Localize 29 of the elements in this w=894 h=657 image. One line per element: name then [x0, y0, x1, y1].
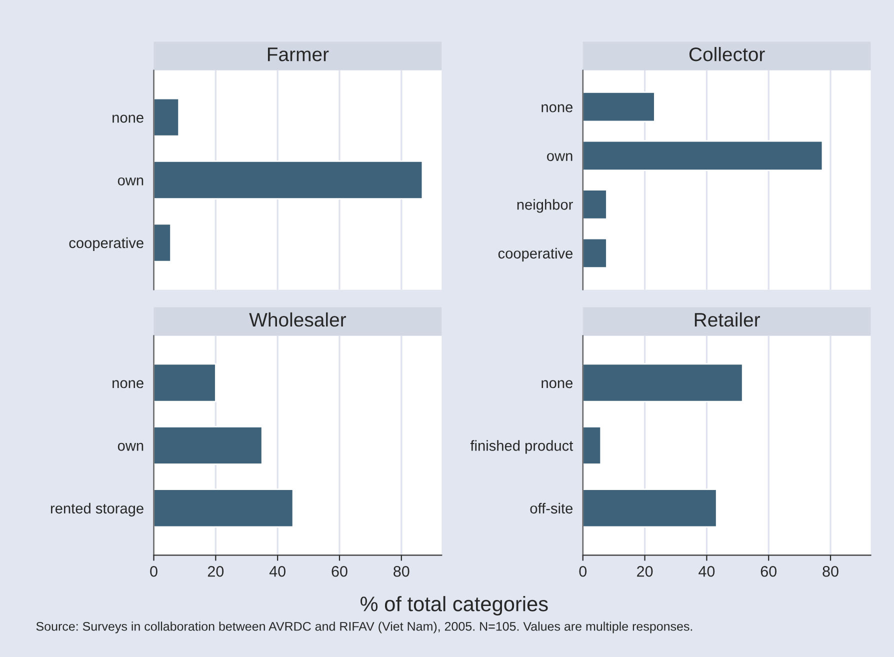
- y-tick-label: own: [118, 177, 144, 186]
- x-tick-label: 60: [760, 566, 777, 577]
- chart-title: Collector: [689, 46, 765, 62]
- chart-title: Farmer: [268, 48, 329, 62]
- x-tick-label: 20: [208, 566, 224, 577]
- y-tick-label: none: [542, 380, 573, 388]
- y-tick-label: own: [547, 153, 572, 162]
- y-tick-label: neighbor: [517, 199, 573, 213]
- x-tick-label: 80: [394, 566, 410, 577]
- chart-title: Wholesaler: [249, 312, 346, 327]
- y-tick-label: none: [112, 114, 144, 123]
- y-tick-label: rented storage: [50, 502, 144, 516]
- chart-title: Retailer: [694, 312, 760, 327]
- y-tick-label: off-site: [530, 502, 573, 514]
- x-tick-label: 40: [269, 566, 286, 577]
- x-tick-label: 80: [822, 566, 838, 577]
- source-note: Source: Surveys in collaboration between AVRDC and RIFAV (Viet Nam), 2005. N=105. Values are multiple responses.: [36, 622, 692, 634]
- y-tick-label: none: [112, 380, 144, 388]
- x-tick-label: 40: [698, 566, 715, 577]
- x-tick-label: 60: [332, 566, 348, 577]
- x-tick-label: 0: [150, 566, 158, 577]
- y-tick-label: cooperative: [69, 237, 144, 252]
- y-tick-label: cooperative: [498, 248, 573, 262]
- x-tick-label: 0: [579, 566, 587, 577]
- y-tick-label: finished product: [470, 440, 574, 454]
- x-tick-label: 20: [637, 566, 653, 577]
- y-tick-label: own: [118, 442, 144, 451]
- y-tick-label: none: [542, 104, 573, 112]
- x-axis-title: % of total categories: [360, 596, 548, 616]
